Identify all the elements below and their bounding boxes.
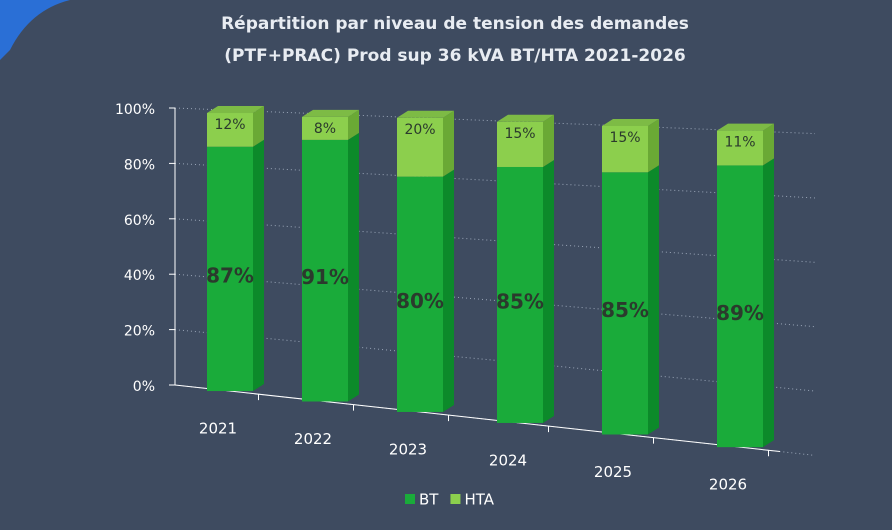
bar-side [543, 114, 554, 167]
bar-side [253, 106, 264, 147]
bar [497, 121, 543, 167]
x-tick-label: 2026 [709, 476, 747, 494]
value-label: 85% [601, 298, 649, 322]
bar-side [543, 159, 554, 423]
legend-swatch [450, 494, 461, 504]
chart-title: (PTF+PRAC) Prod sup 36 kVA BT/HTA 2021-2… [224, 46, 685, 66]
bar [717, 165, 763, 448]
bar-side [443, 169, 454, 412]
decoration [0, 0, 70, 60]
bar-top [302, 109, 359, 117]
bar-top [717, 123, 774, 131]
bar-side [648, 165, 659, 435]
value-label: 15% [504, 126, 535, 142]
bar-top [497, 114, 554, 122]
bar [302, 139, 348, 402]
bar [717, 130, 763, 166]
bar [602, 126, 648, 173]
value-label: 15% [609, 130, 640, 146]
x-tick-label: 2023 [389, 440, 427, 458]
bar-side [648, 119, 659, 173]
x-tick-label: 2025 [594, 463, 632, 481]
legend-label: HTA [464, 491, 494, 509]
chart-title: Répartition par niveau de tension des de… [221, 14, 689, 34]
grid-line [174, 162, 816, 199]
bar [397, 117, 443, 177]
bar [397, 176, 443, 412]
x-tick-label: 2022 [294, 430, 332, 448]
legend-label: BT [419, 491, 439, 509]
grid-line [174, 107, 816, 135]
y-tick-label: 0% [133, 379, 155, 395]
bar-side [443, 110, 454, 177]
bar-top [397, 110, 454, 118]
value-label: 20% [404, 122, 435, 138]
value-label: 85% [496, 289, 544, 313]
bar-side [763, 158, 774, 448]
value-label: 11% [724, 135, 755, 151]
bar-top [602, 119, 659, 126]
bar-top [207, 106, 264, 114]
bar [602, 172, 648, 435]
y-tick-label: 40% [124, 268, 155, 284]
y-tick-label: 60% [124, 213, 155, 229]
bar-side [253, 139, 264, 392]
bar [302, 116, 348, 140]
x-tick-label: 2024 [489, 451, 527, 469]
value-label: 8% [314, 121, 336, 137]
y-tick-label: 20% [124, 324, 155, 340]
bar [207, 113, 253, 147]
value-label: 87% [206, 263, 254, 287]
y-tick-label: 80% [124, 157, 155, 173]
bar-side [348, 132, 359, 402]
bar-side [763, 123, 774, 166]
value-label: 80% [396, 289, 444, 313]
bar [207, 146, 253, 392]
bar-side [348, 109, 359, 140]
x-axis [174, 384, 781, 453]
grid-line [174, 218, 816, 263]
value-label: 89% [716, 301, 764, 325]
y-tick-label: 100% [115, 102, 155, 118]
value-label: 91% [301, 265, 349, 289]
x-tick-label: 2021 [199, 420, 237, 438]
value-label: 12% [214, 117, 245, 133]
bar [497, 166, 543, 423]
legend-swatch [405, 494, 415, 504]
